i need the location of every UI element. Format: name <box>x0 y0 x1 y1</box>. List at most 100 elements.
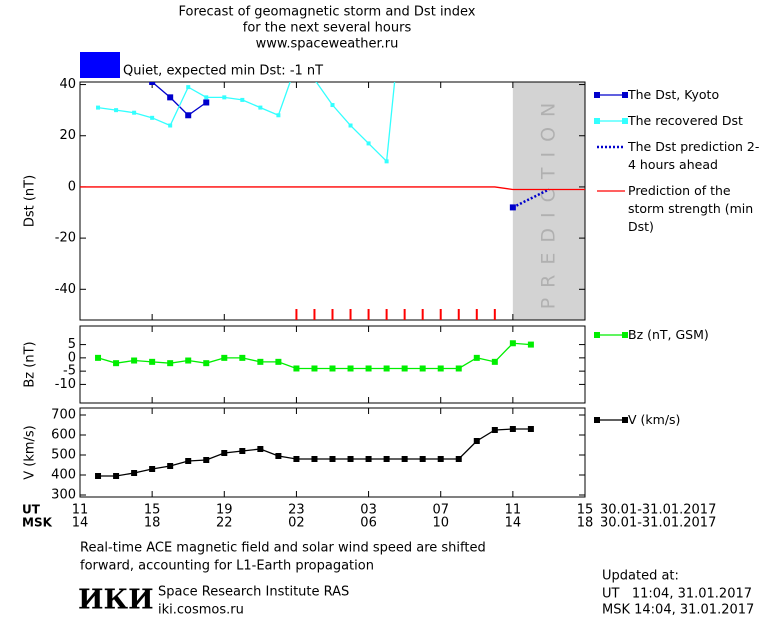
y-tick-label: 300 <box>51 488 76 503</box>
x2-tick-label: 02 <box>288 516 305 531</box>
series-marker <box>365 456 372 462</box>
series-marker <box>527 341 534 348</box>
status-text: Quiet, expected min Dst: -1 nT <box>123 64 323 79</box>
series-marker <box>311 456 318 462</box>
legend-label: The Dst, Kyoto <box>628 87 720 102</box>
y-tick-label: 500 <box>51 448 76 463</box>
series-marker <box>330 103 335 108</box>
series-marker <box>365 365 372 372</box>
series-line <box>512 188 550 209</box>
x2-tick-label: 14 <box>72 516 89 531</box>
series-marker <box>401 365 408 372</box>
series-marker <box>95 354 102 361</box>
series-marker <box>185 357 192 364</box>
series-marker <box>257 446 264 452</box>
series-marker <box>167 360 174 367</box>
x-tick-label: 11 <box>72 503 89 518</box>
series-marker <box>258 105 263 110</box>
series-marker <box>293 456 300 462</box>
plot-frame <box>79 325 586 404</box>
series-marker <box>149 82 156 85</box>
updated: UT 11:04, 31.01.2017 <box>602 587 752 602</box>
plot-area <box>95 426 534 479</box>
series-marker <box>113 360 120 367</box>
series-marker <box>347 365 354 372</box>
series-marker <box>293 365 300 372</box>
logo: ИКИ <box>78 585 154 616</box>
x-tick-label: 19 <box>216 503 233 518</box>
series-marker <box>401 456 408 462</box>
series-marker <box>275 453 282 459</box>
series-marker <box>96 105 101 110</box>
legend-marker <box>594 92 600 98</box>
y-tick-label: -5 <box>63 364 76 379</box>
x-tick-label: 11 <box>505 503 522 518</box>
x2-tick-label: 14 <box>505 516 522 531</box>
prediction-label: PREDICTION <box>537 93 559 310</box>
series-marker <box>185 112 192 119</box>
y-tick-label: 5 <box>68 337 76 352</box>
series-marker <box>383 365 390 372</box>
x-row-label: UT <box>22 503 41 517</box>
series-marker <box>239 354 246 361</box>
y-tick-label: -40 <box>55 282 76 297</box>
series-marker <box>132 110 137 115</box>
series-marker <box>419 365 426 372</box>
series-marker <box>185 458 192 464</box>
series-marker <box>131 470 138 476</box>
series-line <box>151 82 207 117</box>
x2-row-label: MSK <box>22 516 53 530</box>
series-marker <box>348 123 353 128</box>
series-marker <box>221 354 228 361</box>
date-range: 30.01-31.01.2017 <box>600 503 716 518</box>
series-marker <box>329 456 336 462</box>
x-tick-label: 15 <box>144 503 161 518</box>
y-tick-label: 600 <box>51 428 76 443</box>
series-marker <box>437 456 444 462</box>
note-line: forward, accounting for L1-Earth propaga… <box>80 559 374 574</box>
y-tick-label: 0 <box>68 179 76 194</box>
series-marker <box>509 340 516 347</box>
y-tick-label: 700 <box>51 408 76 423</box>
series-marker <box>95 473 102 479</box>
date-range: 30.01-31.01.2017 <box>600 516 716 531</box>
legend-label: Bz (nT, GSM) <box>628 327 709 342</box>
series-marker <box>473 354 480 361</box>
legend-label: Prediction of the storm strength (min Ds… <box>628 183 754 234</box>
legend-marker <box>594 332 600 338</box>
series-marker <box>437 365 444 372</box>
legend-marker <box>622 417 628 423</box>
series-marker <box>509 426 516 432</box>
plot-area <box>95 340 534 372</box>
series-line <box>97 342 531 370</box>
legend-label: V (km/s) <box>628 412 681 427</box>
series-marker <box>257 358 264 365</box>
y-tick-label: 400 <box>51 468 76 483</box>
series-marker <box>203 360 210 367</box>
legend-marker <box>594 118 600 124</box>
series-marker <box>509 204 516 211</box>
note-line: Real-time ACE magnetic field and solar w… <box>80 541 486 556</box>
x-tick-label: 23 <box>288 503 305 518</box>
series-line <box>97 82 396 163</box>
series-marker <box>203 99 210 106</box>
site: iki.cosmos.ru <box>158 603 244 618</box>
x2-tick-label: 18 <box>577 516 594 531</box>
institute: Space Research Institute RAS <box>158 585 349 600</box>
y-axis-label: Dst (nT) <box>23 175 38 227</box>
legend-marker <box>622 92 628 98</box>
x-tick-label: 15 <box>577 503 594 518</box>
series-marker <box>114 108 119 113</box>
series-marker <box>239 448 246 454</box>
updated: MSK 14:04, 31.01.2017 <box>602 603 754 618</box>
title-line: for the next several hours <box>243 21 412 36</box>
series-marker <box>329 365 336 372</box>
series-marker <box>455 365 462 372</box>
series-marker <box>240 97 245 102</box>
series-marker <box>311 365 318 372</box>
updated: Updated at: <box>602 569 679 584</box>
series-marker <box>150 115 155 120</box>
series-marker <box>221 450 228 456</box>
series-marker <box>167 94 174 101</box>
